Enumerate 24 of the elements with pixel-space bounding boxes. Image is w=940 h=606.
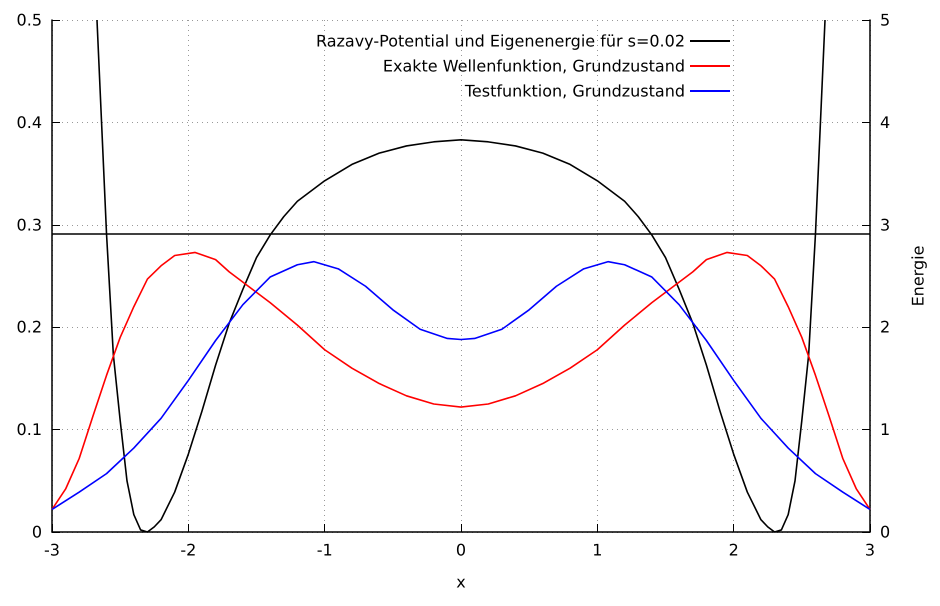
y2-tick-label: 4	[880, 112, 890, 132]
legend-label: Razavy-Potential und Eigenenergie für s=0.02	[316, 32, 685, 50]
y2-tick-label: 3	[880, 215, 890, 234]
x-axis-title: x	[456, 572, 466, 592]
y2-tick-label: 0	[880, 522, 890, 542]
x-tick-label: -2	[180, 540, 196, 560]
x-tick-label: 2	[728, 540, 739, 560]
x-tick-label: -1	[316, 540, 333, 560]
y-tick-label: 0.4	[16, 112, 42, 132]
x-tick-label: -3	[44, 540, 60, 560]
y-tick-label: 0.2	[16, 318, 42, 337]
y-tick-label: 0.1	[16, 420, 42, 440]
x-tick-label: 1	[592, 540, 602, 560]
x-tick-label: 3	[864, 540, 876, 560]
y-tick-label: 0	[32, 522, 42, 542]
legend-label: Exakte Wellenfunktion, Grundzustand	[382, 56, 685, 76]
y2-tick-label: 2	[880, 318, 890, 337]
y-tick-label: 0.5	[16, 10, 42, 30]
y2-axis-title: Energie	[908, 246, 928, 306]
y2-tick-label: 5	[880, 10, 890, 30]
x-tick-label: 0	[456, 540, 466, 560]
y2-tick-label: 1	[880, 420, 890, 440]
legend-label: Testfunktion, Grundzustand	[464, 82, 685, 100]
y-tick-label: 0.3	[16, 215, 42, 234]
